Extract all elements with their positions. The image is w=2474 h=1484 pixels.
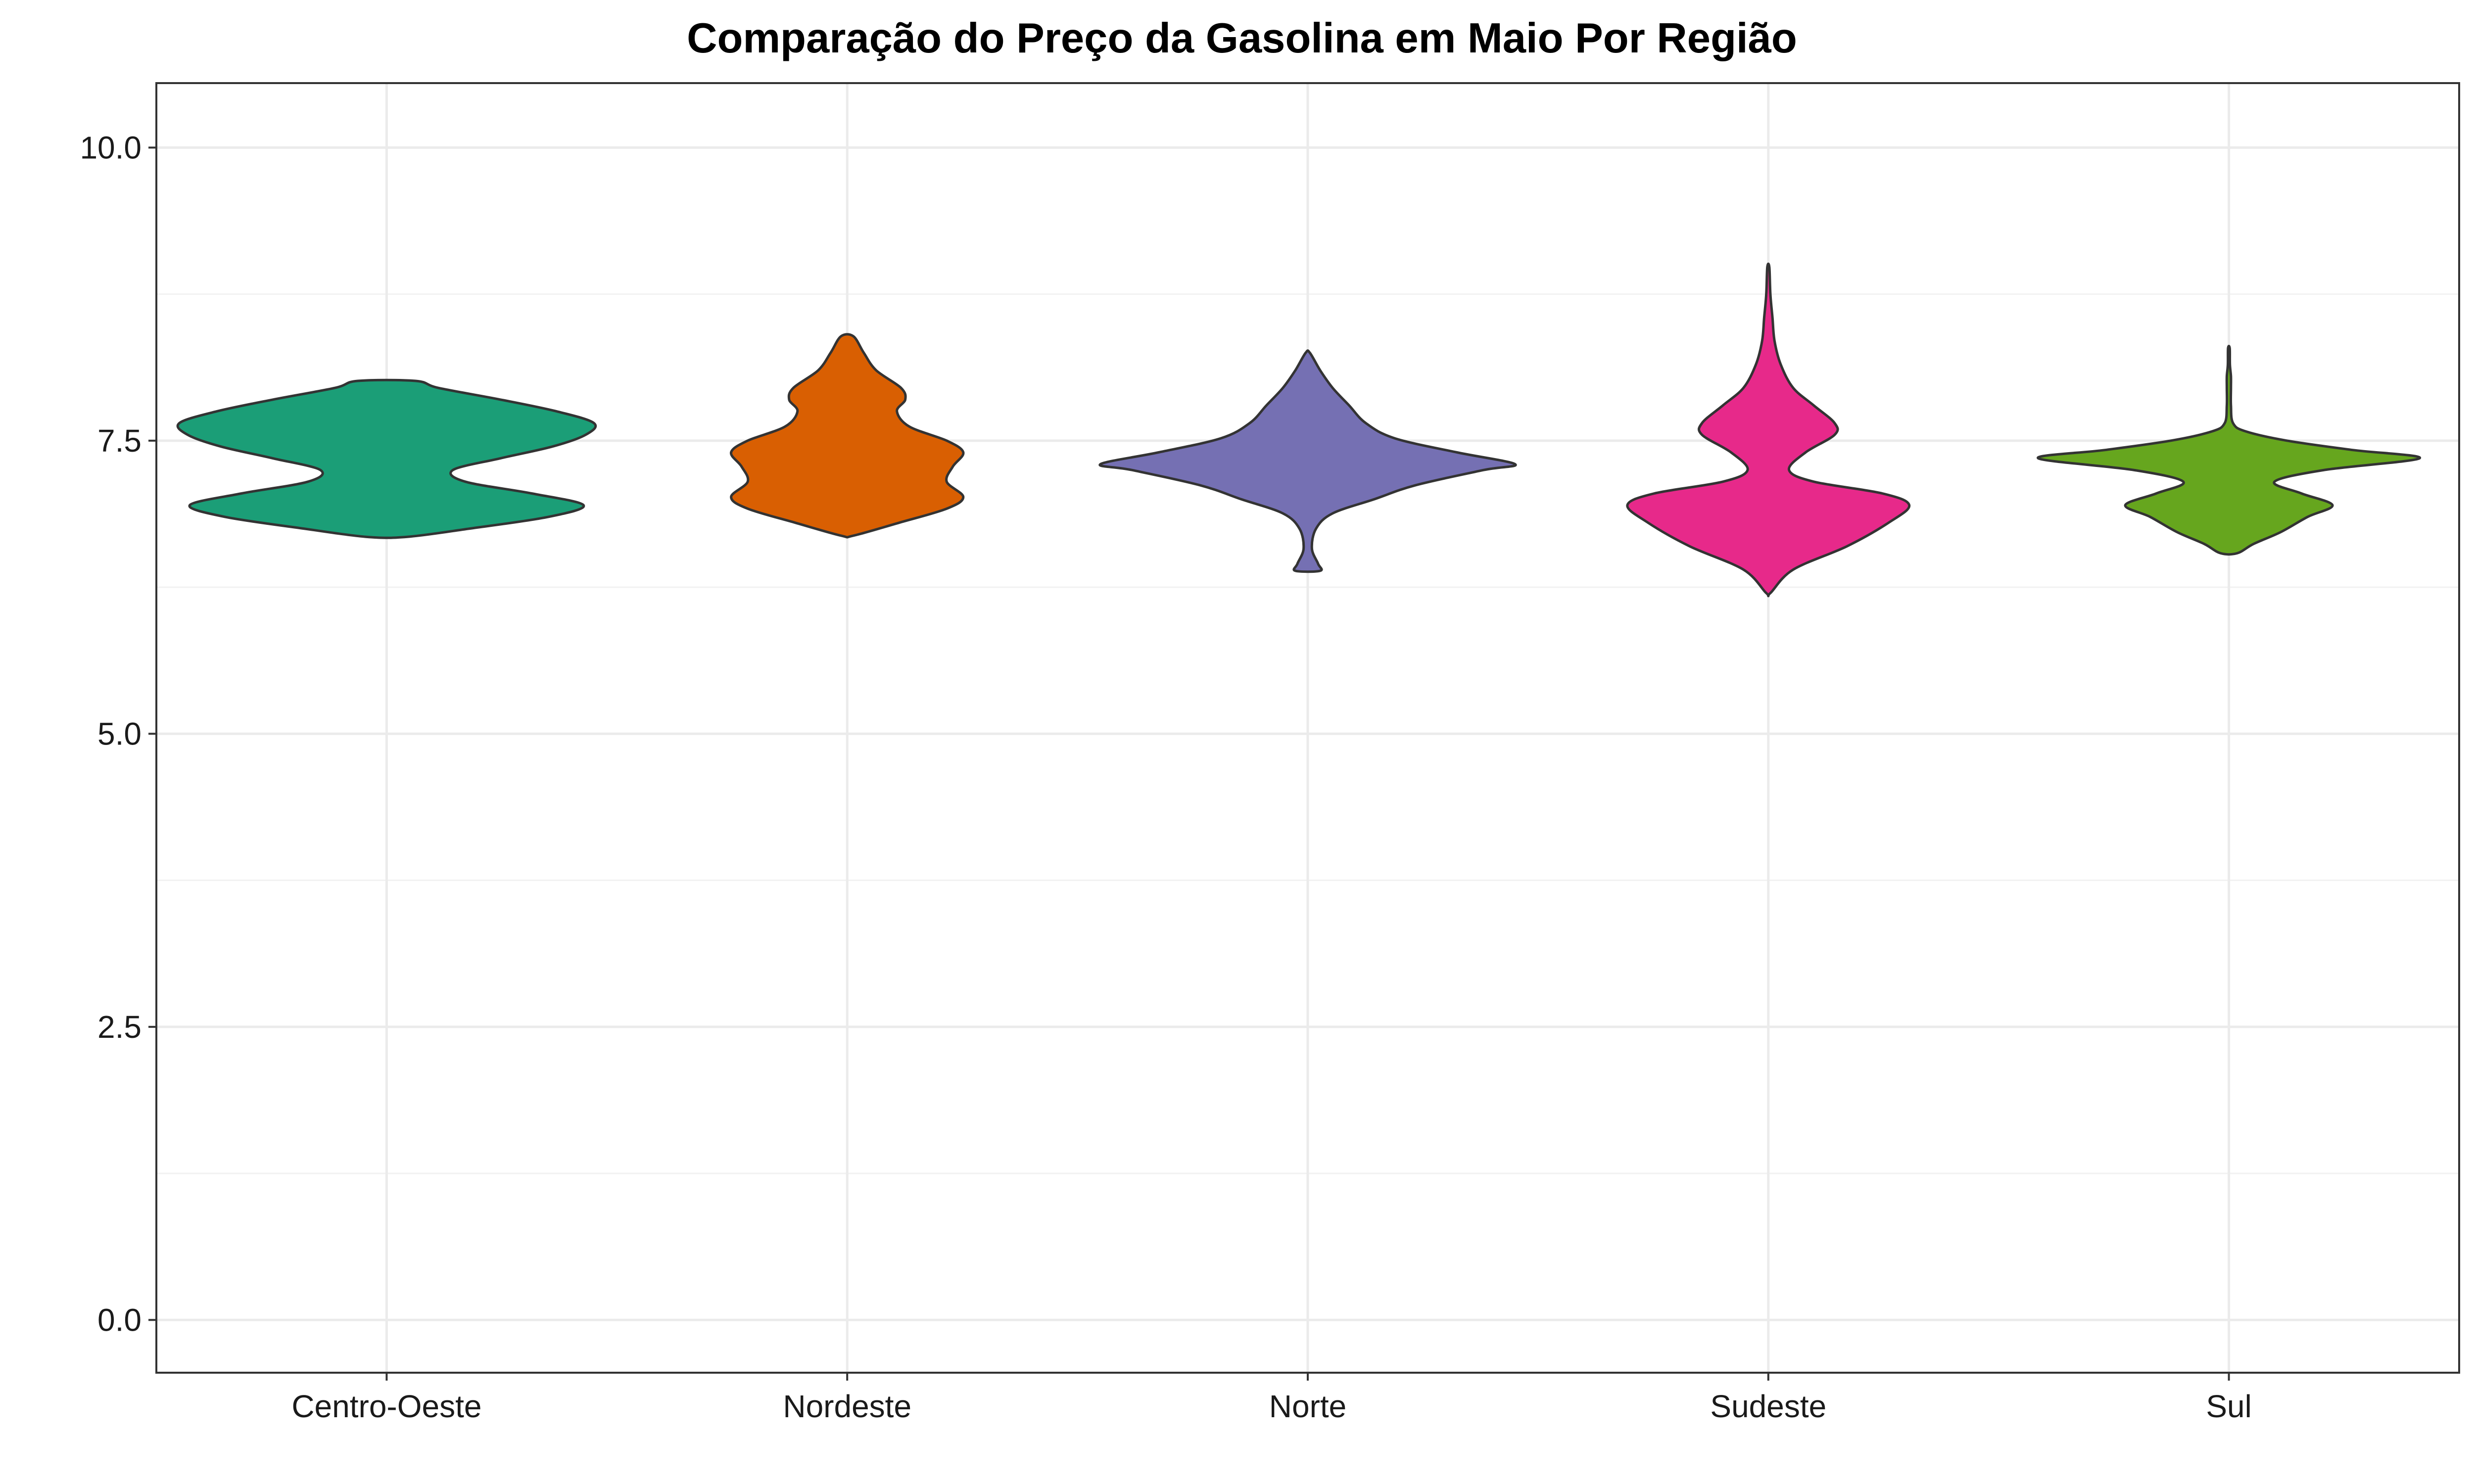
x-tick-label: Nordeste bbox=[783, 1389, 911, 1424]
x-tick-label: Norte bbox=[1269, 1389, 1347, 1424]
violin-nordeste bbox=[730, 333, 965, 539]
violin-norte bbox=[1098, 349, 1517, 573]
violin-sul bbox=[2037, 344, 2421, 556]
grid-lines bbox=[156, 83, 2459, 1373]
x-tick-label: Sul bbox=[2206, 1389, 2252, 1424]
violin-centro-oeste bbox=[176, 378, 597, 539]
y-tick-label: 5.0 bbox=[97, 716, 142, 751]
chart-title: Comparação do Preço da Gasolina em Maio … bbox=[687, 15, 1797, 62]
violin-plots bbox=[176, 262, 2421, 598]
x-tick-label: Sudeste bbox=[1710, 1389, 1826, 1424]
x-axis: Centro-Oeste Nordeste Norte Sudeste Sul bbox=[291, 1373, 2252, 1424]
y-tick-label: 0.0 bbox=[97, 1302, 142, 1338]
x-tick-label: Centro-Oeste bbox=[291, 1389, 481, 1424]
violin-sudeste bbox=[1626, 262, 1911, 598]
y-tick-label: 2.5 bbox=[97, 1009, 142, 1045]
y-tick-label: 7.5 bbox=[97, 423, 142, 459]
y-tick-label: 10.0 bbox=[80, 130, 142, 165]
y-axis: 0.0 2.5 5.0 7.5 10.0 bbox=[80, 130, 156, 1338]
